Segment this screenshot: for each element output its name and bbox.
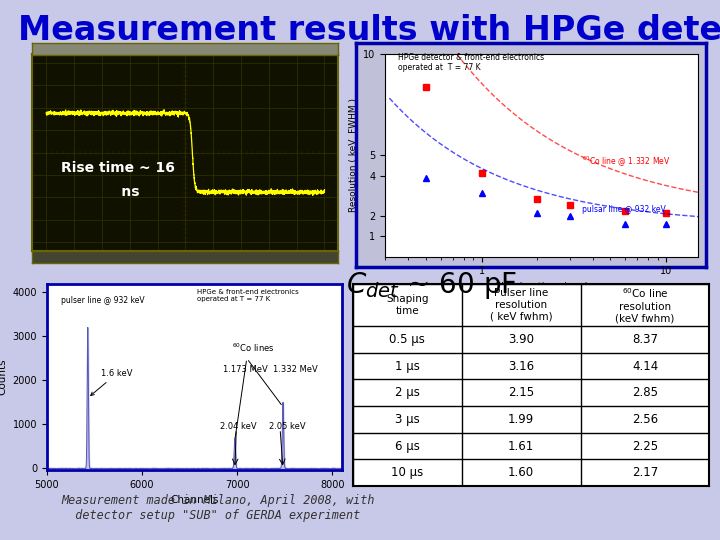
Bar: [353, 326, 709, 353]
$^{60}$Co line @ 1.332 MeV: [662, 210, 670, 216]
Text: ns: ns: [96, 185, 140, 199]
pulsar line @ 932 keV: [533, 210, 541, 216]
Text: $^{60}$Co line
resolution
(keV fwhm): $^{60}$Co line resolution (keV fwhm): [616, 286, 675, 323]
pulsar line @ 932 keV: [662, 221, 670, 227]
Text: Pulser line
resolution
( keV fwhm): Pulser line resolution ( keV fwhm): [490, 288, 552, 321]
$^{60}$Co line @ 1.332 MeV: [422, 84, 431, 90]
Text: 1.99: 1.99: [508, 413, 534, 426]
Text: 2.04 keV: 2.04 keV: [220, 422, 257, 431]
Text: 1 μs: 1 μs: [395, 360, 420, 373]
pulsar line @ 932 keV: [621, 221, 629, 227]
Text: 2.17: 2.17: [632, 466, 658, 479]
Text: Rise time ~ 16: Rise time ~ 16: [61, 161, 175, 176]
Text: 2.85: 2.85: [632, 386, 658, 399]
Text: HPGe detector & front-end electronics
operated at  T = 77 K: HPGe detector & front-end electronics op…: [397, 53, 544, 72]
Bar: [353, 406, 709, 433]
Text: 3.90: 3.90: [508, 333, 534, 346]
Bar: [353, 433, 709, 460]
Text: 1.61: 1.61: [508, 440, 534, 453]
Text: 1.60: 1.60: [508, 466, 534, 479]
$^{60}$Co line @ 1.332 MeV: [565, 201, 574, 208]
Line: $^{60}$Co line @ 1.332 MeV: $^{60}$Co line @ 1.332 MeV: [423, 84, 669, 215]
Text: $^{60}$Co line @ 1.332 MeV: $^{60}$Co line @ 1.332 MeV: [582, 155, 670, 169]
Text: 6 μs: 6 μs: [395, 440, 420, 453]
$^{60}$Co line @ 1.332 MeV: [621, 208, 629, 214]
Text: 3.16: 3.16: [508, 360, 534, 373]
Text: $^{60}$Co lines: $^{60}$Co lines: [233, 341, 275, 354]
$^{60}$Co line @ 1.332 MeV: [477, 170, 486, 176]
Text: 1.332 MeV: 1.332 MeV: [274, 364, 318, 374]
Bar: [353, 380, 709, 406]
Y-axis label: Resolution ( keV  FWHM ): Resolution ( keV FWHM ): [348, 98, 358, 212]
Text: 10 μs: 10 μs: [391, 466, 423, 479]
Text: 1.173 MeV: 1.173 MeV: [223, 364, 268, 374]
X-axis label: Shaping time ( μs ): Shaping time ( μs ): [495, 282, 588, 292]
pulsar line @ 932 keV: [565, 213, 574, 219]
Text: Measurement made in Milano, April 2008, with
  detector setup "SUB" of GERDA exp: Measurement made in Milano, April 2008, …: [61, 494, 374, 522]
Text: 8.37: 8.37: [632, 333, 658, 346]
Text: 0.5 μs: 0.5 μs: [390, 333, 425, 346]
Text: Measurement results with HPGe detector: Measurement results with HPGe detector: [18, 14, 720, 46]
Text: 2 μs: 2 μs: [395, 386, 420, 399]
Text: 2.15: 2.15: [508, 386, 534, 399]
Bar: [353, 353, 709, 380]
Text: Shaping
time: Shaping time: [386, 294, 428, 315]
Y-axis label: Counts: Counts: [0, 359, 7, 395]
Text: 4.14: 4.14: [632, 360, 658, 373]
Text: pulsar line @ 932 keV: pulsar line @ 932 keV: [582, 205, 665, 214]
Text: 2.56: 2.56: [632, 413, 658, 426]
Text: pulser line @ 932 keV: pulser line @ 932 keV: [61, 296, 145, 305]
Text: 3 μs: 3 μs: [395, 413, 420, 426]
$^{60}$Co line @ 1.332 MeV: [533, 195, 541, 202]
pulsar line @ 932 keV: [477, 189, 486, 195]
pulsar line @ 932 keV: [422, 174, 431, 181]
Text: 2.25: 2.25: [632, 440, 658, 453]
Line: pulsar line @ 932 keV: pulsar line @ 932 keV: [423, 175, 669, 227]
Bar: [353, 460, 709, 486]
Text: HPGe & front-end electronics
operated at T = 77 K: HPGe & front-end electronics operated at…: [197, 289, 299, 302]
Text: 2.05 keV: 2.05 keV: [269, 422, 305, 431]
Text: $C_{det}$ ~ 60 pF: $C_{det}$ ~ 60 pF: [346, 270, 518, 301]
Text: 1.6 keV: 1.6 keV: [91, 369, 132, 395]
X-axis label: Channels: Channels: [170, 495, 219, 505]
